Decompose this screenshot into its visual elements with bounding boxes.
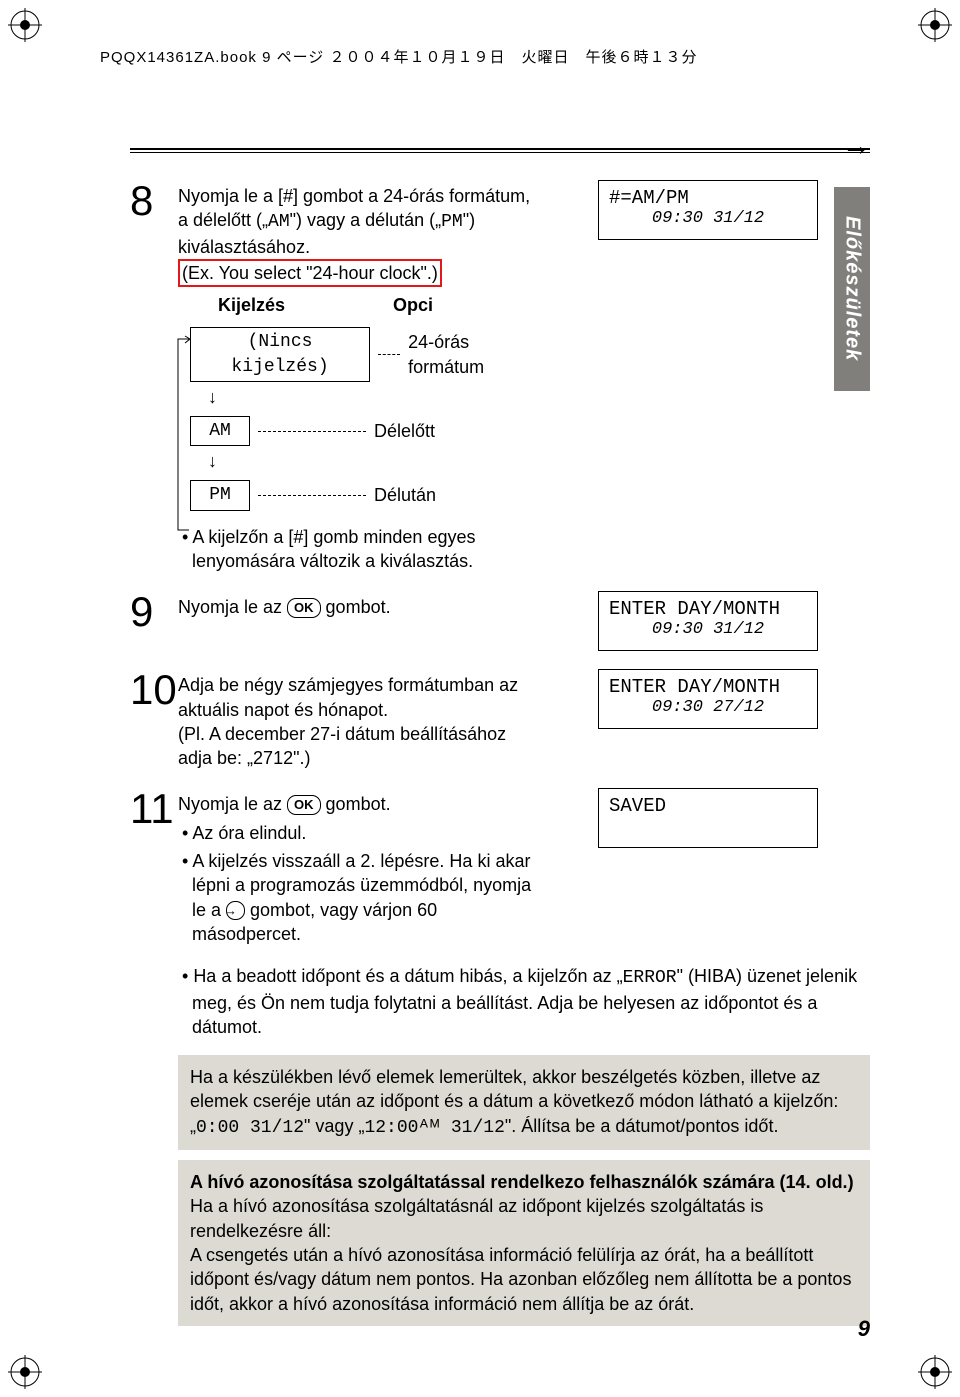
body-text: Nyomja le az OK gombot. (178, 597, 391, 617)
lcd-line1: SAVED (609, 795, 807, 817)
ok-button-icon: OK (287, 795, 321, 815)
lcd-display: SAVED (598, 788, 818, 848)
info-box: A hívó azonosítása szolgáltatással rende… (178, 1160, 870, 1326)
ok-button-icon: OK (287, 598, 321, 618)
option-label: Délelőtt (374, 419, 435, 443)
arrow-button-icon: → (226, 901, 245, 921)
flow-return-arrow-icon (174, 335, 192, 535)
page-content: 8 Nyomja le a [#] gombot a 24-órás formá… (130, 180, 870, 1326)
lcd-display: ENTER DAY/MONTH 09:30 31/12 (598, 591, 818, 651)
display-state: AM (190, 416, 250, 446)
down-arrow-icon: ↓ (178, 452, 538, 470)
lcd-line2: 09:30 31/12 (609, 209, 807, 228)
body-text: Nyomja le a [#] gombot a 24-órás formátu… (178, 186, 530, 257)
crop-mark-icon (918, 1355, 952, 1389)
info-box-title: A hívó azonosítása szolgáltatással rende… (190, 1170, 858, 1194)
option-row: PM Délután (178, 480, 538, 510)
lcd-line1: ENTER DAY/MONTH (609, 598, 807, 620)
highlight-box: (Ex. You select "24-hour clock".) (178, 259, 442, 287)
option-table-header: Kijelzés Opci (178, 293, 538, 317)
section-rule (130, 148, 870, 150)
option-row: AM Délelőtt (178, 416, 538, 446)
step-number: 10 (130, 669, 178, 711)
step-8: 8 Nyomja le a [#] gombot a 24-órás formá… (130, 180, 870, 573)
display-state: PM (190, 480, 250, 510)
down-arrow-icon: ↓ (178, 388, 538, 406)
page-header: PQQX14361ZA.book 9 ページ ２００４年１０月１９日 火曜日 午… (100, 46, 697, 67)
step-note: A kijelzés visszaáll a 2. lépésre. Ha ki… (178, 849, 538, 946)
option-label: 24-órás formátum (408, 330, 538, 379)
lcd-line2: 09:30 27/12 (609, 698, 807, 717)
lcd-line2: 09:30 31/12 (609, 620, 807, 639)
page-number: 9 (858, 1316, 870, 1342)
step-number: 11 (130, 788, 178, 830)
info-box: Ha a készülékben lévő elemek lemerültek,… (178, 1055, 870, 1150)
lcd-line1: ENTER DAY/MONTH (609, 676, 807, 698)
page-note: Ha a beadott időpont és a dátum hibás, a… (178, 964, 870, 1039)
display-state: (Nincs kijelzés) (190, 327, 370, 382)
step-number: 9 (130, 591, 178, 633)
crop-mark-icon (8, 8, 42, 42)
body-text: Adja be négy számjegyes formátumban az a… (178, 669, 538, 770)
option-row: (Nincs kijelzés) 24-órás formátum (178, 327, 538, 382)
info-box-body: Ha a hívó azonosítása szolgáltatásnál az… (190, 1194, 858, 1315)
crop-mark-icon (918, 8, 952, 42)
lcd-display: ENTER DAY/MONTH 09:30 27/12 (598, 669, 818, 729)
crop-mark-icon (8, 1355, 42, 1389)
body-text: Nyomja le az OK gombot. (178, 794, 391, 814)
lcd-display: #=AM/PM 09:30 31/12 (598, 180, 818, 240)
continue-arrow-icon: → (842, 130, 870, 162)
step-number: 8 (130, 180, 178, 222)
option-label: Délután (374, 483, 436, 507)
step-10: 10 Adja be négy számjegyes formátumban a… (130, 669, 870, 770)
step-11: 11 Nyomja le az OK gombot. Az óra elindu… (130, 788, 870, 946)
step-note: Az óra elindul. (178, 821, 538, 845)
step-note: A kijelzőn a [#] gomb minden egyes lenyo… (178, 525, 538, 574)
step-9: 9 Nyomja le az OK gombot. ENTER DAY/MONT… (130, 591, 870, 651)
lcd-line1: #=AM/PM (609, 187, 807, 209)
